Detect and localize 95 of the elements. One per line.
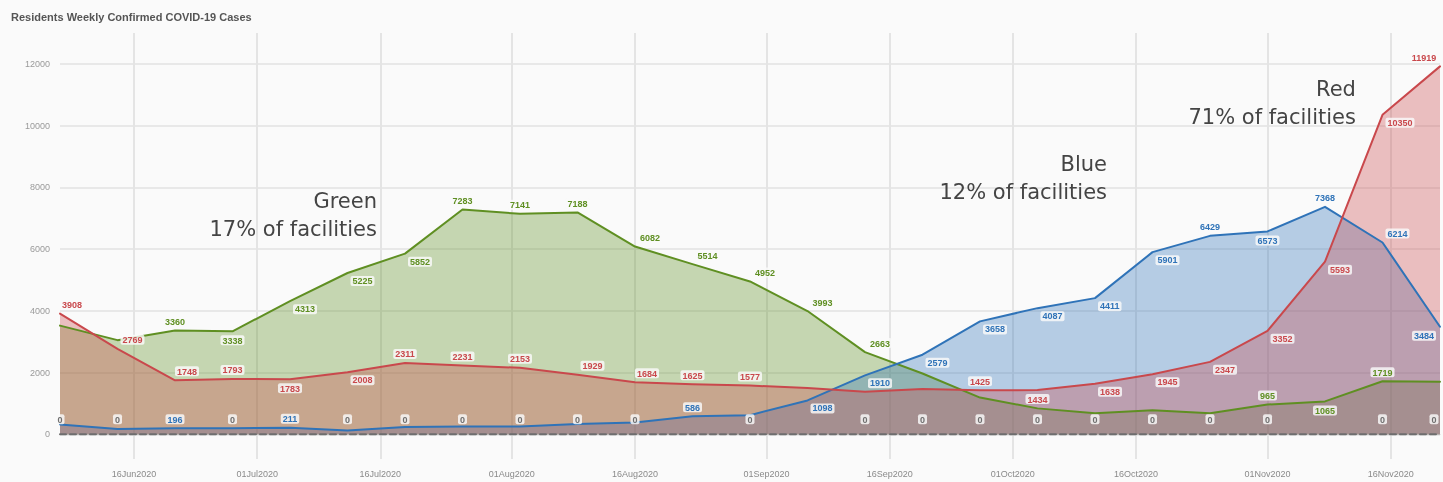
data-label: 2579 xyxy=(927,357,948,368)
data-label: 0 xyxy=(862,414,868,425)
data-label: 0 xyxy=(1379,414,1386,425)
data-label: 1783 xyxy=(279,383,301,394)
data-label: 211 xyxy=(282,414,298,425)
x-tick-label: 16Oct2020 xyxy=(1114,468,1159,479)
data-label: 1065 xyxy=(1314,405,1336,416)
data-label: 3338 xyxy=(222,335,243,346)
x-tick-label: 16Jul2020 xyxy=(359,468,402,479)
data-label: 7283 xyxy=(452,195,473,206)
annotation: Red 71% of facilities xyxy=(1188,77,1356,130)
data-label: 1684 xyxy=(636,368,658,379)
data-label: 1434 xyxy=(1027,394,1048,405)
data-label: 3993 xyxy=(812,297,833,308)
data-label: 4952 xyxy=(754,267,776,278)
data-label: 0 xyxy=(57,414,63,425)
data-label: 0 xyxy=(229,414,236,425)
data-label: 0 xyxy=(1092,414,1098,425)
data-label: 10350 xyxy=(1387,117,1413,128)
data-label: 2311 xyxy=(395,349,415,360)
data-label: 1098 xyxy=(812,403,833,414)
data-label: 1910 xyxy=(870,378,891,389)
data-label: 1638 xyxy=(1100,386,1121,397)
x-tick-label: 01Nov2020 xyxy=(1244,468,1291,479)
data-label: 0 xyxy=(1207,414,1213,425)
data-label: 0 xyxy=(1431,414,1437,425)
data-label: 0 xyxy=(517,414,523,425)
data-label: 0 xyxy=(747,414,753,425)
x-tick-label: 01Aug2020 xyxy=(488,468,535,479)
x-tick-label: 16Aug2020 xyxy=(611,468,659,479)
data-label: 11919 xyxy=(1411,52,1437,63)
data-label: 7188 xyxy=(567,198,588,209)
data-label: 1945 xyxy=(1157,377,1178,388)
data-label: 196 xyxy=(167,414,183,425)
data-label: 5901 xyxy=(1157,255,1178,266)
x-tick-label: 16Jun2020 xyxy=(111,468,157,479)
data-label: 1719 xyxy=(1372,367,1393,378)
data-label: 2663 xyxy=(869,338,891,349)
data-label: 6429 xyxy=(1199,222,1221,233)
data-label: 0 xyxy=(459,414,466,425)
data-label: 6214 xyxy=(1387,228,1408,239)
data-label: 5593 xyxy=(1330,264,1351,275)
data-label: 7141 xyxy=(509,200,531,211)
annotation: Blue 12% of facilities xyxy=(939,151,1108,204)
data-label: 5514 xyxy=(697,250,718,261)
data-label: 0 xyxy=(1034,414,1041,425)
y-tick-label: 4000 xyxy=(29,305,50,316)
x-tick-label: 01Sep2020 xyxy=(743,468,790,479)
data-label: 0 xyxy=(344,414,351,425)
y-tick-label: 0 xyxy=(44,429,50,440)
data-label: 1625 xyxy=(682,370,703,381)
data-label: 1929 xyxy=(582,361,603,372)
data-label: 7368 xyxy=(1314,193,1336,204)
annotation: Green 17% of facilities xyxy=(209,188,377,241)
data-label: 2347 xyxy=(1215,364,1236,375)
data-label: 3352 xyxy=(1272,333,1293,344)
data-label: 0 xyxy=(574,414,581,425)
y-tick-label: 8000 xyxy=(29,182,50,193)
data-label: 3908 xyxy=(61,300,83,311)
data-label: 3360 xyxy=(164,317,186,328)
data-label: 4087 xyxy=(1042,311,1063,322)
data-label: 5852 xyxy=(410,256,431,267)
data-label: 0 xyxy=(977,414,983,425)
data-label: 586 xyxy=(684,402,701,413)
data-label: 1577 xyxy=(739,372,761,383)
y-tick-label: 6000 xyxy=(29,244,50,255)
data-label: 1425 xyxy=(969,376,991,387)
data-label: 0 xyxy=(114,414,121,425)
data-label: 0 xyxy=(1149,414,1156,425)
y-tick-label: 10000 xyxy=(24,120,50,131)
y-tick-label: 2000 xyxy=(29,367,50,378)
data-label: 2008 xyxy=(352,375,373,386)
data-label: 6573 xyxy=(1257,235,1278,246)
y-tick-label: 12000 xyxy=(24,58,50,69)
data-label: 0 xyxy=(632,414,638,425)
chart-title: Residents Weekly Confirmed COVID-19 Cases xyxy=(11,10,252,23)
data-label: 2769 xyxy=(122,335,143,346)
data-label: 1793 xyxy=(222,365,243,376)
data-label: 3658 xyxy=(985,324,1006,335)
data-label: 3484 xyxy=(1413,331,1435,342)
data-label: 5225 xyxy=(352,276,373,287)
data-label: 4411 xyxy=(1100,301,1120,312)
data-label: 0 xyxy=(402,414,408,425)
data-label: 2153 xyxy=(509,354,531,365)
x-tick-label: 16Sep2020 xyxy=(866,468,913,479)
x-tick-label: 01Oct2020 xyxy=(990,468,1035,479)
x-tick-label: 01Jul2020 xyxy=(236,468,278,479)
data-label: 2231 xyxy=(452,351,473,362)
data-label: 0 xyxy=(1264,414,1271,425)
data-label: 4313 xyxy=(295,304,316,315)
data-label: 1748 xyxy=(176,366,198,377)
data-label: 0 xyxy=(919,414,926,425)
x-tick-label: 16Nov2020 xyxy=(1367,468,1414,479)
data-label: 965 xyxy=(1259,391,1276,402)
data-label: 6082 xyxy=(639,233,661,244)
